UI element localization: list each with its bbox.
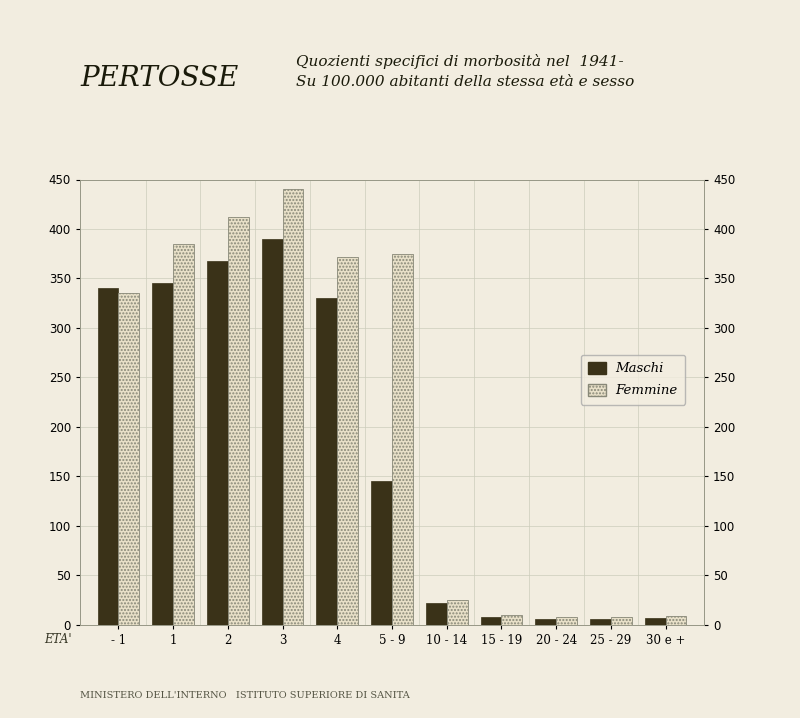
Bar: [666, 616, 686, 625]
Text: MINISTERO DELL'INTERNO   ISTITUTO SUPERIORE DI SANITA: MINISTERO DELL'INTERNO ISTITUTO SUPERIOR…: [80, 691, 410, 700]
Bar: [590, 619, 611, 625]
Bar: [207, 261, 228, 625]
Bar: [228, 217, 249, 625]
Bar: [392, 253, 413, 625]
Bar: [317, 298, 338, 625]
Text: Quozienti specifici di morbosità nel  1941-
Su 100.000 abitanti della stessa et: Quozienti specifici di morbosità nel 19…: [296, 54, 634, 90]
Bar: [173, 244, 194, 625]
Legend: Maschi, Femmine: Maschi, Femmine: [581, 355, 686, 405]
Text: PERTOSSE: PERTOSSE: [80, 65, 238, 92]
Bar: [556, 617, 577, 625]
Bar: [98, 289, 118, 625]
Bar: [611, 617, 632, 625]
Bar: [535, 619, 556, 625]
Bar: [152, 284, 173, 625]
Bar: [502, 615, 522, 625]
Bar: [481, 617, 502, 625]
Bar: [338, 256, 358, 625]
Bar: [371, 481, 392, 625]
Bar: [118, 293, 139, 625]
Bar: [282, 190, 303, 625]
Bar: [446, 600, 467, 625]
Text: ETA': ETA': [44, 633, 72, 646]
Bar: [645, 617, 666, 625]
Bar: [262, 239, 282, 625]
Bar: [426, 603, 446, 625]
